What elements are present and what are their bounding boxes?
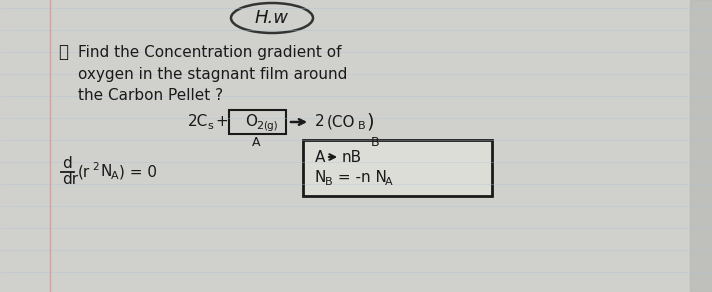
Text: (CO: (CO	[327, 114, 355, 129]
Bar	[690, 0, 712, 292]
Text: ⓞ: ⓞ	[58, 43, 68, 61]
Text: 2: 2	[256, 121, 263, 131]
Text: A: A	[385, 177, 392, 187]
Text: Find the Concentration gradient of: Find the Concentration gradient of	[78, 44, 342, 60]
Text: (r: (r	[78, 164, 90, 180]
Text: 2C: 2C	[188, 114, 208, 129]
Text: O: O	[245, 114, 257, 129]
Text: = -n N: = -n N	[333, 171, 387, 185]
FancyBboxPatch shape	[303, 140, 492, 196]
Text: ) = 0: ) = 0	[119, 164, 157, 180]
Text: 2: 2	[92, 162, 99, 172]
Text: nB: nB	[342, 150, 362, 164]
Text: oxygen in the stagnant film around: oxygen in the stagnant film around	[78, 67, 347, 81]
Text: d: d	[62, 157, 72, 171]
Text: H.w: H.w	[255, 9, 289, 27]
Text: N: N	[315, 171, 326, 185]
Text: (g): (g)	[263, 121, 278, 131]
Text: N: N	[100, 164, 111, 180]
Text: 2: 2	[315, 114, 325, 129]
Text: dr: dr	[62, 173, 78, 187]
Text: A: A	[252, 135, 261, 149]
Text: ): )	[366, 112, 374, 131]
Text: B: B	[358, 121, 366, 131]
Text: A: A	[111, 171, 119, 181]
Text: B: B	[325, 177, 333, 187]
Text: B: B	[371, 135, 379, 149]
Text: A: A	[315, 150, 330, 164]
Text: +: +	[215, 114, 228, 129]
Text: s: s	[207, 121, 213, 131]
Text: the Carbon Pellet ?: the Carbon Pellet ?	[78, 88, 223, 103]
